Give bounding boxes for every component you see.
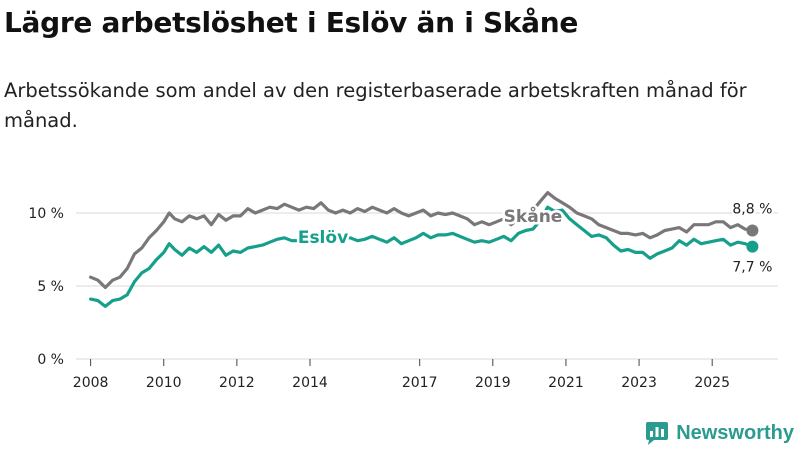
x-tick-label: 2014 — [292, 375, 328, 391]
x-tick-label: 2021 — [548, 375, 584, 391]
x-axis: 2008 2010 2012 2014 2017 2019 2021 2023 2025 — [73, 359, 730, 391]
x-tick-label: 2012 — [219, 375, 255, 391]
x-tick-label: 2025 — [694, 375, 730, 391]
y-tick-label: 5 % — [37, 279, 64, 295]
series-line-eslöv — [89, 205, 754, 308]
brand-name: Newsworthy — [676, 421, 794, 444]
series-end-marker — [746, 224, 759, 237]
brand-logo: Newsworthy — [644, 420, 794, 446]
x-tick-label: 2017 — [402, 375, 438, 391]
series-line-skåne — [89, 191, 754, 290]
x-tick-label: 2008 — [73, 375, 109, 391]
series-labels: Skåne Eslöv 8,8 % 7,7 % — [295, 200, 774, 278]
end-value-label-skane: 8,8 % — [732, 202, 772, 218]
y-tick-label: 10 % — [28, 206, 64, 222]
chart-subtitle: Arbetssökande som andel av den registerb… — [4, 79, 747, 132]
x-tick-label: 2023 — [621, 375, 657, 391]
chart-title: Lägre arbetslöshet i Eslöv än i Skåne — [4, 6, 579, 39]
series-layer — [89, 191, 759, 308]
series-label-skane: Skåne — [504, 205, 563, 227]
end-value-label-eslov: 7,7 % — [732, 260, 772, 276]
series-label-eslov: Eslöv — [298, 228, 348, 248]
x-tick-label: 2019 — [475, 375, 511, 391]
y-tick-label: 0 % — [37, 352, 64, 368]
series-end-marker — [746, 240, 759, 253]
x-tick-label: 2010 — [146, 375, 182, 391]
newsworthy-logo-icon — [646, 422, 669, 445]
y-axis: 0 % 5 % 10 % — [28, 206, 64, 368]
